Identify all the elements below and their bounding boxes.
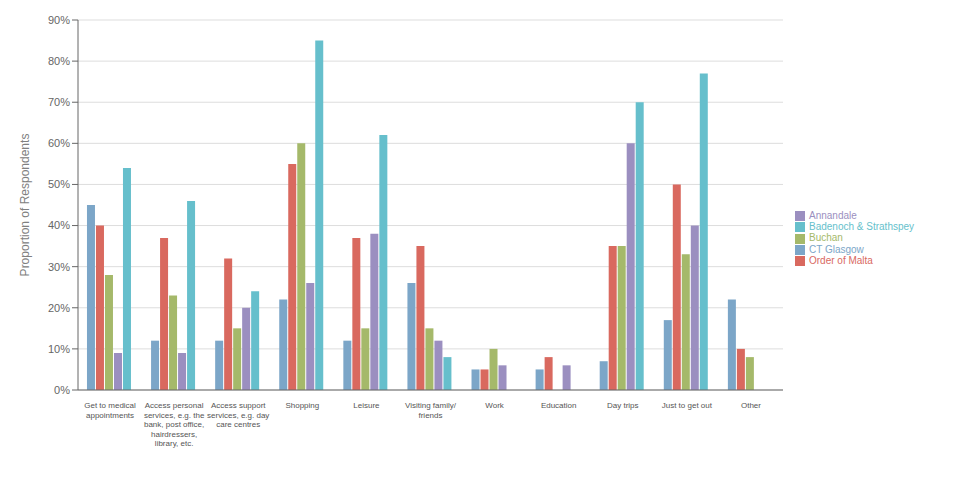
- html-text:Annandale: Annandale: [809, 209, 857, 221]
- svg-text:90%: 90%: [48, 14, 70, 26]
- html-text:Order of Malta: Order of Malta: [809, 255, 873, 266]
- svg-text:Just to get out: Just to get out: [662, 401, 713, 410]
- svg-text:70%: 70%: [48, 96, 70, 108]
- svg-text:Visiting family/friends: Visiting family/friends: [405, 401, 457, 420]
- svg-text:Work: Work: [485, 401, 505, 410]
- html-text:Badenoch & Strathspey: Badenoch & Strathspey: [809, 221, 915, 232]
- svg-text:80%: 80%: [48, 55, 70, 67]
- svg-text:Proportion of Respondents: Proportion of Respondents: [18, 134, 32, 277]
- svg-text:Education: Education: [541, 401, 577, 410]
- svg-text:40%: 40%: [48, 219, 70, 231]
- svg-text:30%: 30%: [48, 261, 70, 273]
- svg-text:50%: 50%: [48, 178, 70, 190]
- html-text:Buchan: Buchan: [809, 232, 843, 244]
- svg-text:0%: 0%: [54, 384, 70, 396]
- svg-text:Other: Other: [741, 401, 761, 410]
- svg-text:Leisure: Leisure: [353, 401, 380, 410]
- svg-text:20%: 20%: [48, 302, 70, 314]
- svg-text:10%: 10%: [48, 343, 70, 355]
- svg-text:60%: 60%: [48, 137, 70, 149]
- html-text:CT Glasgow: CT Glasgow: [809, 243, 864, 255]
- svg-text:Shopping: Shopping: [285, 401, 319, 410]
- svg-text:Day trips: Day trips: [607, 401, 639, 410]
- svg-text:Access personalservices, e.g.: Access personalservices, e.g. thebank, p…: [144, 401, 205, 448]
- svg-text:Get to medicalappointments: Get to medicalappointments: [84, 401, 136, 420]
- svg-text:Access supportservices, e.g. d: Access supportservices, e.g. daycare cen…: [207, 401, 269, 429]
